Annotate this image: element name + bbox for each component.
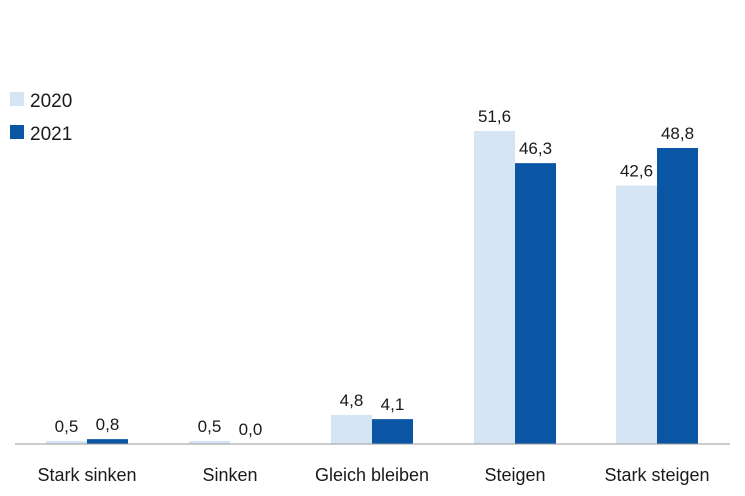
data-label-2021-0: 0,8	[96, 415, 120, 434]
data-label-2020-4: 42,6	[620, 162, 653, 181]
bar-2021-3	[515, 163, 556, 444]
data-label-2020-3: 51,6	[478, 107, 511, 126]
x-tick-label-3: Steigen	[484, 465, 545, 485]
legend-label-2020: 2020	[30, 91, 72, 112]
x-tick-label-0: Stark sinken	[37, 465, 136, 485]
x-tick-label-2: Gleich bleiben	[315, 465, 429, 485]
x-tick-labels-group: Stark sinken Sinken Gleich bleiben Steigen S…	[37, 465, 709, 485]
data-label-2020-0: 0,5	[55, 417, 79, 436]
legend: 2020 2021	[10, 91, 72, 145]
bar-2021-2	[372, 419, 413, 444]
data-label-2020-1: 0,5	[198, 417, 222, 436]
bars-group	[46, 131, 698, 444]
bar-2020-3	[474, 131, 515, 444]
legend-swatch-2020	[10, 92, 24, 106]
x-tick-label-4: Stark steigen	[604, 465, 709, 485]
data-labels-group: 0,5 0,8 0,5 0,0 4,8 4,1 51,6 46,3 42,6 48,8	[55, 107, 694, 439]
x-tick-label-1: Sinken	[202, 465, 257, 485]
data-label-2021-3: 46,3	[519, 139, 552, 158]
data-label-2021-4: 48,8	[661, 124, 694, 143]
data-label-2021-1: 0,0	[239, 420, 263, 439]
bar-2020-0	[46, 440, 87, 444]
bar-2020-4	[616, 185, 657, 444]
bar-2020-1	[189, 440, 230, 444]
bar-2021-4	[657, 147, 698, 444]
bar-2021-0	[87, 439, 128, 444]
bar-2020-2	[331, 414, 372, 444]
legend-label-2021: 2021	[30, 124, 72, 145]
data-label-2020-2: 4,8	[340, 391, 364, 410]
data-label-2021-2: 4,1	[381, 395, 405, 414]
legend-swatch-2021	[10, 125, 24, 139]
